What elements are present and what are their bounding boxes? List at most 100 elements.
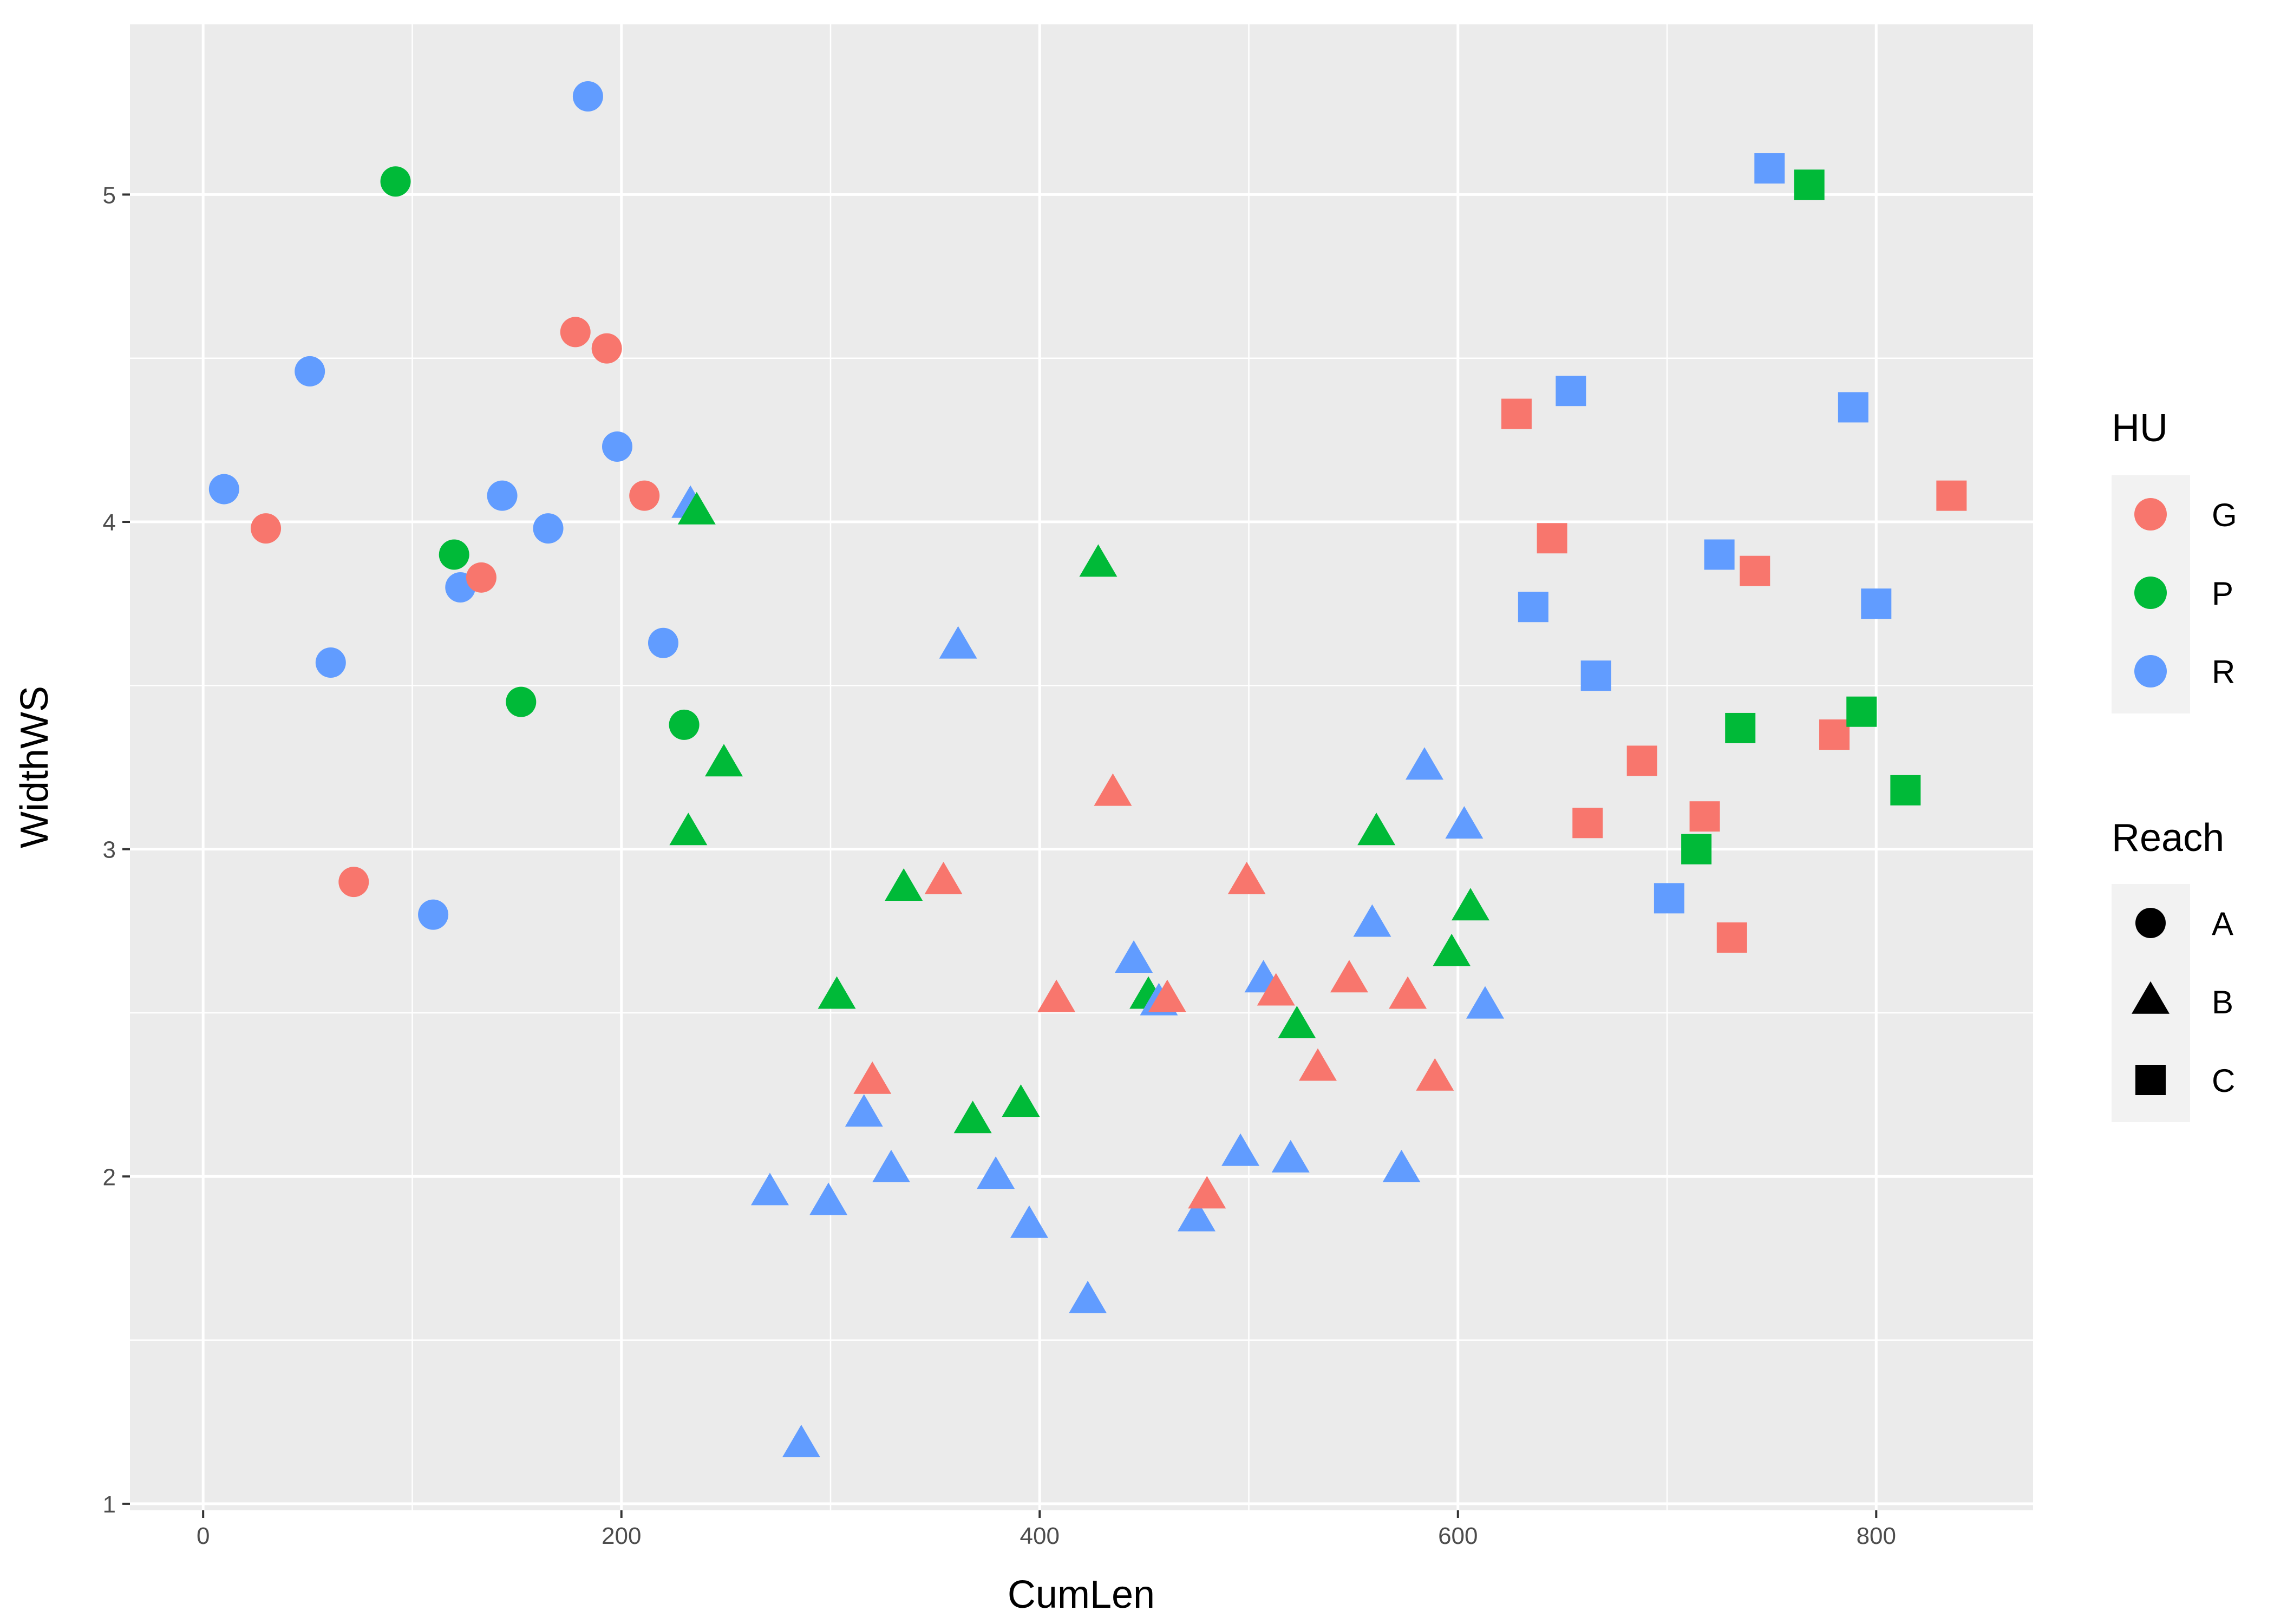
y-axis-title: WidthWS — [13, 686, 56, 848]
data-point — [924, 861, 963, 894]
data-point — [1838, 392, 1868, 423]
data-point — [1353, 904, 1391, 937]
legend-shape-key — [2132, 981, 2170, 1014]
data-point — [1681, 834, 1712, 865]
data-point — [380, 166, 411, 197]
data-point — [1069, 1280, 1107, 1313]
legend-shape-keys: A B C — [2132, 906, 2235, 1099]
legend-color-key — [2134, 498, 2167, 531]
x-tick-label: 800 — [1857, 1523, 1896, 1549]
data-point — [669, 709, 700, 740]
data-point — [533, 513, 564, 544]
data-point — [1298, 1048, 1337, 1081]
legend-color-keys: G P R — [2134, 497, 2237, 690]
data-point — [1861, 588, 1892, 619]
data-point — [648, 627, 678, 658]
data-point — [1405, 747, 1443, 780]
data-point — [953, 1101, 992, 1134]
data-point — [1501, 398, 1532, 429]
data-point — [1177, 1199, 1216, 1232]
data-point — [1936, 480, 1967, 511]
data-point — [1382, 1149, 1421, 1182]
data-point — [251, 513, 282, 544]
data-point — [1079, 544, 1118, 577]
x-axis-title: CumLen — [1008, 1573, 1155, 1616]
data-point — [885, 868, 923, 901]
data-point — [629, 480, 660, 511]
data-point — [1466, 986, 1504, 1019]
data-point — [1704, 539, 1735, 570]
data-point — [1227, 861, 1266, 894]
data-point — [1221, 1133, 1260, 1166]
x-tick-label: 200 — [602, 1523, 641, 1549]
data-point — [439, 539, 469, 570]
data-point — [1846, 696, 1877, 727]
data-point — [1556, 376, 1586, 407]
legend-color-label: R — [2212, 654, 2235, 690]
data-point — [809, 1182, 848, 1215]
y-tick-label: 1 — [103, 1491, 116, 1518]
data-point — [1115, 940, 1153, 973]
data-point — [1445, 806, 1484, 839]
minor-gridlines — [130, 24, 2033, 1510]
data-point — [704, 744, 743, 777]
data-point — [750, 1173, 789, 1206]
data-point — [1330, 960, 1368, 993]
legend-shape-label: C — [2212, 1063, 2235, 1099]
data-point — [1716, 922, 1747, 953]
x-axis: 0 200 400 600 800 — [197, 1510, 1896, 1549]
legend-shape-key — [2135, 1065, 2166, 1095]
legend-color-key — [2134, 577, 2167, 609]
data-point — [1357, 813, 1396, 846]
data-point — [669, 813, 708, 846]
legend-title-hu: HU — [2112, 407, 2168, 450]
y-tick-label: 4 — [103, 509, 116, 536]
data-point — [1002, 1084, 1040, 1117]
y-tick-label: 5 — [103, 182, 116, 208]
data-point — [1389, 976, 1427, 1009]
data-point — [1654, 883, 1684, 914]
panel-background — [130, 24, 2033, 1510]
data-point — [602, 431, 632, 462]
data-point — [338, 867, 369, 898]
data-point — [1572, 808, 1603, 839]
x-tick-label: 400 — [1020, 1523, 1060, 1549]
data-point — [872, 1149, 910, 1182]
data-point — [1278, 1005, 1316, 1038]
data-point — [466, 562, 496, 593]
data-point — [1890, 775, 1921, 806]
data-point — [1416, 1058, 1454, 1091]
data-point — [1740, 555, 1770, 586]
data-points — [208, 81, 1967, 1457]
y-tick-label: 3 — [103, 837, 116, 863]
data-point — [1518, 592, 1548, 623]
data-point — [1794, 169, 1825, 200]
data-point — [315, 647, 346, 678]
x-tick-label: 0 — [197, 1523, 210, 1549]
data-point — [782, 1424, 820, 1457]
data-point — [1188, 1176, 1226, 1209]
legend-color-label: P — [2212, 575, 2233, 612]
y-axis: 1 2 3 4 5 — [103, 182, 130, 1518]
data-point — [572, 81, 603, 112]
data-point — [977, 1156, 1015, 1189]
data-point — [506, 686, 537, 717]
data-point — [560, 317, 591, 348]
data-point — [677, 492, 716, 525]
data-point — [939, 626, 977, 659]
legend-color-key — [2134, 655, 2167, 687]
legend-color-label: G — [2212, 497, 2237, 533]
legend: HU G P R Reach A B C — [2112, 407, 2237, 1122]
data-point — [1725, 712, 1756, 743]
major-gridlines — [130, 24, 2033, 1510]
data-point — [853, 1061, 892, 1094]
legend-shape-key — [2135, 908, 2166, 938]
data-point — [295, 356, 325, 387]
data-point — [1094, 773, 1132, 806]
data-point — [208, 474, 239, 505]
data-point — [1037, 979, 1076, 1012]
data-point — [1010, 1205, 1048, 1238]
x-tick-label: 600 — [1438, 1523, 1478, 1549]
data-point — [845, 1094, 883, 1127]
